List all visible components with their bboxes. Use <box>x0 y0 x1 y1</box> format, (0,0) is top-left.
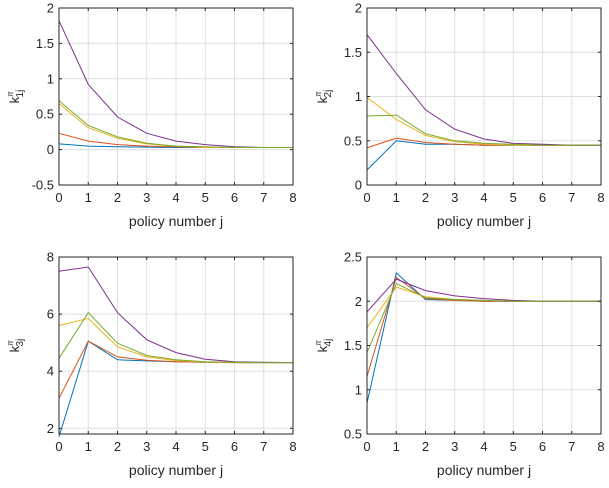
x-tick-label: 8 <box>597 439 604 454</box>
x-tick-label: 3 <box>143 439 150 454</box>
x-tick-label: 5 <box>510 190 517 205</box>
x-tick-label: 3 <box>451 190 458 205</box>
y-label-tail: j <box>15 339 26 342</box>
x-tick-label: 4 <box>480 439 487 454</box>
x-axis-label: policy number j <box>129 213 223 229</box>
x-tick-label: 8 <box>289 190 296 205</box>
y-tick-label: 2 <box>47 421 54 436</box>
x-tick-label: 1 <box>393 190 400 205</box>
y-tick-label: 0.5 <box>36 107 54 122</box>
x-tick-label: 0 <box>55 439 62 454</box>
y-tick-label: 2.5 <box>344 250 362 265</box>
y-axis-label: kπ3j <box>6 339 26 353</box>
y-tick-label: 4 <box>47 364 54 379</box>
y-tick-label: 0 <box>47 142 54 157</box>
x-tick-label: 8 <box>597 190 604 205</box>
x-tick-label: 0 <box>363 439 370 454</box>
x-tick-label: 2 <box>422 190 429 205</box>
y-label-sup: π <box>6 91 15 97</box>
x-tick-label: 4 <box>172 190 179 205</box>
x-tick-label: 7 <box>568 439 575 454</box>
y-label-base: k <box>315 96 330 103</box>
y-tick-label: 2 <box>47 1 54 16</box>
x-tick-label: 8 <box>289 439 296 454</box>
y-axis-label: kπ1j <box>6 90 26 104</box>
y-label-sup: π <box>6 340 15 346</box>
x-tick-label: 7 <box>568 190 575 205</box>
y-tick-label: 0.5 <box>344 427 362 442</box>
y-tick-label: 0 <box>355 178 362 193</box>
y-tick-label: 2 <box>355 1 362 16</box>
y-tick-label: 1.5 <box>344 338 362 353</box>
x-tick-label: 2 <box>422 439 429 454</box>
x-tick-label: 1 <box>85 190 92 205</box>
y-tick-label: 0.5 <box>344 133 362 148</box>
x-tick-label: 4 <box>172 439 179 454</box>
y-label-base: k <box>7 345 22 352</box>
x-tick-label: 6 <box>231 439 238 454</box>
y-label-sup: π <box>314 340 323 346</box>
y-label-base: k <box>315 345 330 352</box>
series-line-5 <box>58 311 293 364</box>
y-label-sub: 3 <box>15 340 26 346</box>
x-tick-label: 3 <box>143 190 150 205</box>
y-axis-label: kπ4j <box>314 339 334 353</box>
x-tick-label: 6 <box>231 190 238 205</box>
x-tick-label: 5 <box>510 439 517 454</box>
x-tick-label: 7 <box>260 439 267 454</box>
x-tick-label: 6 <box>539 439 546 454</box>
y-label-sub: 1 <box>15 91 26 97</box>
x-tick-label: 1 <box>85 439 92 454</box>
y-label-sub: 4 <box>323 340 334 346</box>
x-tick-label: 7 <box>260 190 267 205</box>
x-tick-label: 6 <box>539 190 546 205</box>
y-tick-label: 6 <box>47 307 54 322</box>
y-tick-label: -0.5 <box>32 178 54 193</box>
series-line-5 <box>366 282 601 353</box>
y-tick-label: 8 <box>47 250 54 265</box>
x-tick-label: 1 <box>393 439 400 454</box>
x-tick-label: 5 <box>202 439 209 454</box>
y-label-tail: j <box>323 339 334 342</box>
y-label-tail: j <box>15 90 26 93</box>
x-tick-label: 0 <box>55 190 62 205</box>
x-tick-label: 3 <box>451 439 458 454</box>
y-tick-label: 1 <box>355 382 362 397</box>
y-label-sup: π <box>314 91 323 97</box>
y-tick-label: 1.5 <box>344 45 362 60</box>
series-line-5 <box>58 100 293 148</box>
x-axis-label: policy number j <box>437 462 531 478</box>
y-label-sub: 2 <box>323 91 334 97</box>
x-tick-label: 2 <box>114 190 121 205</box>
x-tick-label: 2 <box>114 439 121 454</box>
y-tick-label: 1.5 <box>36 36 54 51</box>
x-tick-label: 4 <box>480 190 487 205</box>
series-line-5 <box>366 114 601 146</box>
y-label-base: k <box>7 96 22 103</box>
y-axis-label: kπ2j <box>314 90 334 104</box>
y-tick-label: 1 <box>47 71 54 86</box>
x-axis-label: policy number j <box>129 462 223 478</box>
x-tick-label: 0 <box>363 190 370 205</box>
x-axis-label: policy number j <box>437 213 531 229</box>
x-tick-label: 5 <box>202 190 209 205</box>
y-label-tail: j <box>323 90 334 93</box>
y-tick-label: 1 <box>355 89 362 104</box>
y-tick-label: 2 <box>355 294 362 309</box>
